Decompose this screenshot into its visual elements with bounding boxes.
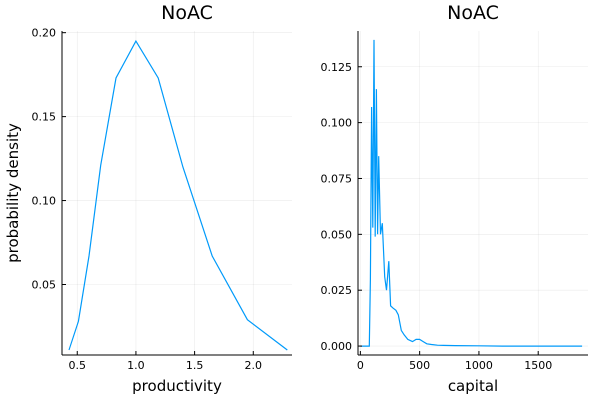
capital-y-tick-label: 0.050 — [321, 228, 353, 241]
productivity-ticks: 0.5 1.0 1.5 2.0 0.05 0.10 0.15 0.20 — [32, 27, 263, 372]
capital-y-tick-label: 0.125 — [321, 61, 353, 74]
productivity-panel-title: NoAC — [161, 2, 213, 24]
productivity-x-tick-label: 0.5 — [69, 359, 87, 372]
capital-y-tick-label: 0.000 — [321, 340, 353, 353]
productivity-grid — [62, 31, 292, 355]
capital-y-tick-label: 0.100 — [321, 117, 353, 130]
productivity-y-tick-label: 0.15 — [32, 111, 57, 124]
capital-grid — [358, 31, 588, 355]
productivity-x-axis-label: productivity — [132, 377, 222, 395]
capital-x-axis-label: capital — [448, 377, 498, 395]
productivity-x-tick-label: 1.0 — [127, 359, 145, 372]
capital-x-tick-label: 0 — [357, 359, 364, 372]
capital-y-tick-label: 0.075 — [321, 172, 353, 185]
capital-y-tick-label: 0.025 — [321, 284, 353, 297]
capital-x-tick-label: 1500 — [524, 359, 552, 372]
capital-panel: NoAC 0 500 1000 1500 0.000 0.025 0.050 0.075 0.1… — [321, 2, 588, 395]
productivity-y-axis-label: probability density — [4, 123, 22, 263]
capital-x-tick-label: 1000 — [465, 359, 493, 372]
productivity-y-tick-label: 0.20 — [32, 27, 57, 40]
productivity-y-tick-label: 0.05 — [32, 278, 57, 291]
productivity-panel: NoAC 0.5 1.0 1.5 2.0 0.05 0.10 0.15 0.20 produc… — [4, 2, 292, 395]
productivity-density-line — [68, 39, 288, 351]
capital-ticks: 0 500 1000 1500 0.000 0.025 0.050 0.075 0.100 0.1… — [321, 61, 553, 372]
capital-series — [360, 39, 583, 347]
capital-panel-title: NoAC — [447, 2, 499, 24]
productivity-x-tick-label: 1.5 — [186, 359, 204, 372]
capital-density-line — [360, 39, 583, 347]
productivity-x-tick-label: 2.0 — [245, 359, 263, 372]
productivity-y-tick-label: 0.10 — [32, 195, 57, 208]
capital-x-tick-label: 500 — [409, 359, 430, 372]
productivity-series — [68, 39, 288, 351]
